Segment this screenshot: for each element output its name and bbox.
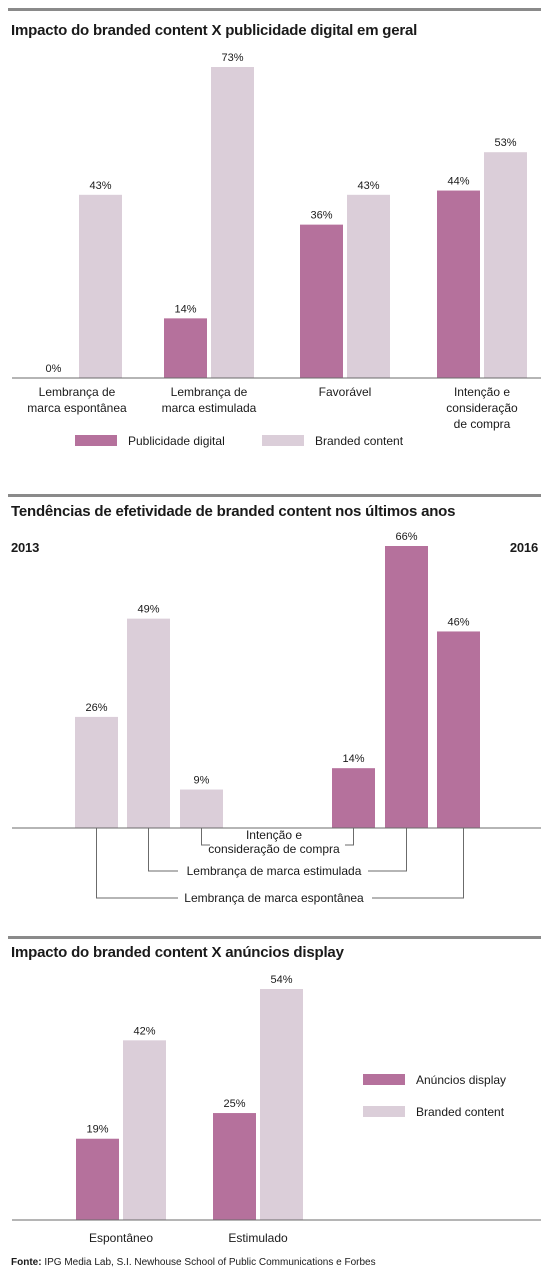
- bracket-label-intencao-1: Intenção e: [246, 828, 302, 842]
- data-label-display-1: 25%: [223, 1098, 245, 1110]
- bracket-intencao: [201, 828, 354, 846]
- data-label-2016-1: 66%: [395, 531, 417, 543]
- data-label-branded-3: 53%: [494, 137, 516, 149]
- bar-branded-0: [123, 1040, 166, 1220]
- bar-digital-3: [437, 190, 480, 378]
- section-3-top-rule: [8, 936, 541, 939]
- bracket-label-espontanea: Lembrança de marca espontânea: [184, 891, 364, 905]
- chart-1-title: Impacto do branded content X publicidade…: [11, 22, 418, 39]
- data-label-digital-1: 14%: [174, 303, 196, 315]
- category-label-1: Estimulado: [228, 1231, 288, 1245]
- bar-branded-3: [484, 152, 527, 378]
- bracket-estimulada: [148, 828, 407, 872]
- legend-swatch-0: [363, 1074, 405, 1085]
- bar-digital-2: [300, 224, 343, 378]
- bar-2016-1: [385, 546, 428, 828]
- category-label-0-0: Lembrança de: [39, 385, 116, 399]
- bar-branded-0: [79, 194, 122, 378]
- category-label-1-1: marca estimulada: [162, 401, 257, 415]
- category-label-2-0: Favorável: [319, 385, 372, 399]
- bar-branded-1: [211, 67, 254, 378]
- data-label-branded-1: 73%: [221, 52, 243, 64]
- bracket-label-estimulada: Lembrança de marca estimulada: [187, 864, 362, 878]
- data-label-display-0: 19%: [86, 1124, 108, 1136]
- bar-2016-0: [332, 768, 375, 828]
- data-label-2013-1: 49%: [137, 604, 159, 616]
- bracket-label-intencao-2: consideração de compra: [208, 842, 340, 856]
- chart-3-title: Impacto do branded content X anúncios di…: [11, 944, 344, 961]
- data-label-branded-1: 54%: [270, 974, 292, 986]
- bar-2013-2: [180, 789, 223, 828]
- data-label-digital-3: 44%: [447, 176, 469, 188]
- source-footer: Fonte: IPG Media Lab, S.I. Newhouse Scho…: [11, 1257, 376, 1268]
- data-label-2013-0: 26%: [85, 702, 107, 714]
- chart-3-branded-vs-display: 19% 42% Espontâneo 25% 54% Estimulado Anúncios…: [12, 974, 541, 1245]
- bar-2013-0: [75, 716, 118, 828]
- legend-label-0: Publicidade digital: [128, 434, 225, 448]
- bar-display-0: [76, 1138, 119, 1220]
- category-label-3-2: de compra: [454, 417, 511, 431]
- data-label-branded-0: 42%: [133, 1025, 155, 1037]
- category-label-3-0: Intenção e: [454, 385, 510, 399]
- bar-2016-2: [437, 631, 480, 828]
- legend-swatch-1: [262, 435, 304, 446]
- legend-swatch-0: [75, 435, 117, 446]
- data-label-2016-0: 14%: [342, 753, 364, 765]
- chart-2-trends: 26% 49% 9% 14% 66% 46% Intenção econsideração …: [12, 531, 541, 905]
- category-label-0: Espontâneo: [89, 1231, 153, 1245]
- legend-swatch-1: [363, 1106, 405, 1117]
- source-text: IPG Media Lab, S.I. Newhouse School of P…: [41, 1257, 376, 1268]
- legend-label-1: Branded content: [416, 1105, 505, 1119]
- category-label-1-0: Lembrança de: [171, 385, 248, 399]
- data-label-2016-2: 46%: [447, 616, 469, 628]
- source-label: Fonte:: [11, 1257, 42, 1268]
- data-label-2013-2: 9%: [194, 775, 210, 787]
- bar-digital-1: [164, 318, 207, 378]
- bar-2013-1: [127, 618, 170, 828]
- legend-label-0: Anúncios display: [416, 1073, 506, 1087]
- year-2016-label: 2016: [509, 540, 538, 555]
- section-1-top-rule: [8, 8, 541, 11]
- bar-branded-1: [260, 989, 303, 1220]
- legend-label-1: Branded content: [315, 434, 404, 448]
- year-2013-label: 2013: [11, 540, 40, 555]
- chart-1-branded-vs-digital: 0% 43% Lembrança de marca espontânea 14% 73% L…: [12, 52, 541, 448]
- data-label-digital-0: 0%: [46, 363, 62, 375]
- data-label-digital-2: 36%: [310, 210, 332, 222]
- section-2-top-rule: [8, 494, 541, 497]
- category-label-3-1: consideração: [446, 401, 518, 415]
- chart-2-title: Tendências de efetividade de branded con…: [11, 503, 456, 520]
- data-label-branded-2: 43%: [357, 180, 379, 192]
- data-label-branded-0: 43%: [89, 180, 111, 192]
- bracket-espontanea: [96, 828, 464, 899]
- bar-display-1: [213, 1113, 256, 1220]
- category-label-0-1: marca espontânea: [27, 401, 127, 415]
- bar-branded-2: [347, 194, 390, 378]
